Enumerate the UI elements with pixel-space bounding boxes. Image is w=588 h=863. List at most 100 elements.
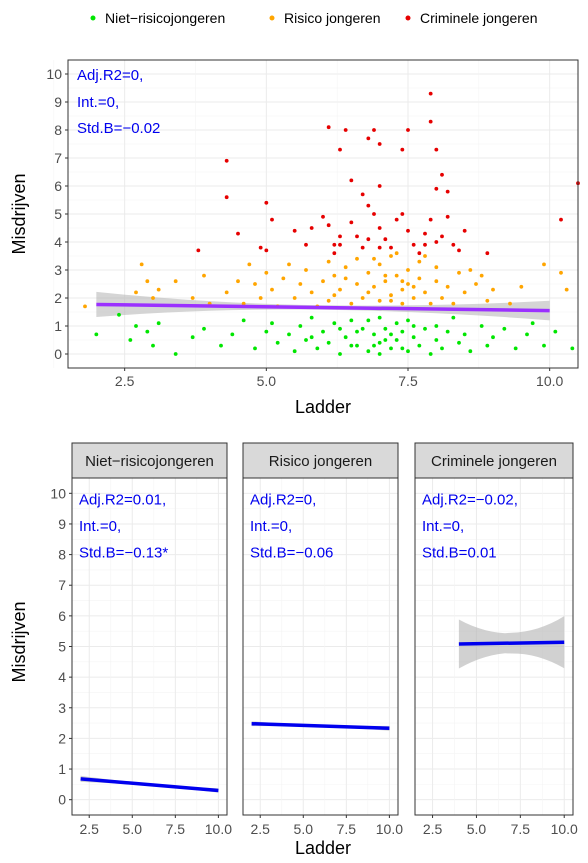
y-tick-label: 0 (54, 346, 62, 362)
data-point (457, 340, 461, 345)
data-point (292, 349, 297, 354)
data-point (468, 268, 473, 272)
facet-border (71, 477, 228, 816)
data-point (241, 318, 246, 323)
data-point (258, 296, 263, 300)
facet-annotation-line: Int.=0, (422, 518, 464, 535)
facet-annotation-line: Std.B=−0.06 (250, 544, 333, 561)
data-point (298, 282, 303, 286)
data-point (349, 220, 354, 225)
data-point (389, 245, 393, 250)
data-point (530, 321, 535, 326)
data-point (383, 237, 388, 242)
data-point (224, 158, 229, 163)
data-point (338, 352, 342, 356)
data-point (309, 226, 314, 230)
data-point (355, 343, 359, 348)
data-point (156, 321, 161, 326)
data-point (570, 346, 575, 351)
data-point (151, 343, 155, 348)
data-point (309, 290, 314, 295)
data-point (377, 262, 382, 267)
data-point (508, 301, 512, 306)
data-point (559, 270, 563, 275)
data-point (406, 228, 410, 233)
data-point (406, 128, 410, 132)
data-point (355, 256, 359, 261)
facet-annotation-line: Std.B=0.01 (422, 544, 497, 561)
data-point (326, 125, 331, 130)
data-point (400, 279, 405, 284)
data-point (502, 326, 507, 331)
data-point (332, 273, 337, 278)
facet-annotation-line: Adj.R2=0, (250, 491, 316, 508)
facet-annotation-line: Adj.R2=0.01, (79, 491, 166, 508)
facet-strip-label: Niet−risicojongeren (85, 453, 214, 470)
data-point (394, 273, 399, 278)
data-point (451, 301, 456, 306)
y-tick-label: 5 (54, 206, 62, 222)
data-point (264, 248, 269, 253)
x-tick-label: 5.0 (257, 373, 277, 389)
data-point (304, 268, 308, 272)
data-point (428, 119, 433, 124)
data-point (400, 301, 405, 306)
data-point (230, 332, 235, 337)
data-point (417, 276, 422, 281)
data-point (190, 335, 195, 340)
data-point (372, 343, 376, 348)
data-point (332, 321, 337, 326)
data-point (542, 343, 546, 348)
data-point (383, 338, 388, 342)
facet-strip (242, 442, 399, 479)
data-point (349, 178, 354, 183)
x-tick-label: 10.0 (205, 821, 232, 837)
data-point (360, 192, 365, 197)
data-point (366, 203, 371, 208)
data-point (281, 276, 286, 281)
x-tick-label: 10.0 (551, 821, 578, 837)
data-point (355, 329, 359, 334)
data-point (190, 296, 195, 300)
bottom-y-ticks: 0 1 2 3 4 5 6 7 8 9 10 (50, 485, 72, 808)
data-point (270, 321, 274, 326)
data-point (264, 270, 269, 275)
data-point (457, 248, 461, 253)
data-point (343, 276, 348, 281)
y-tick-label: 9 (58, 516, 66, 532)
top-gridlines (53, 60, 578, 368)
data-point (247, 262, 252, 267)
scatter-panel: 0 1 2 3 4 5 6 7 8 9 10 2.5 5.0 7.5 10.0 Adj.R2=0, Int… (9, 59, 580, 417)
data-point (83, 304, 87, 309)
y-tick-label: 3 (58, 700, 66, 716)
data-point (202, 326, 206, 331)
data-point (377, 226, 382, 230)
data-point (304, 338, 308, 342)
data-point (253, 282, 257, 286)
data-point (559, 217, 563, 222)
data-point (366, 270, 371, 275)
data-point (94, 332, 99, 337)
data-point (411, 296, 416, 300)
legend-label-risk: Risico jongeren (284, 10, 381, 26)
top-annotation-line-2: Int.=0, (77, 94, 119, 111)
data-point (383, 273, 388, 278)
data-point (309, 315, 314, 320)
data-point (428, 352, 433, 356)
data-point (275, 340, 280, 345)
data-point (366, 318, 371, 323)
facet-panel: Niet−risicojongeren Adj.R2=0.01, Int.=0, St… (71, 442, 232, 837)
y-tick-label: 2 (58, 730, 66, 746)
data-point (338, 287, 342, 292)
facet-annotation-line: Int.=0, (79, 518, 121, 535)
data-point (253, 346, 257, 351)
data-point (451, 315, 456, 320)
data-point (338, 326, 342, 331)
data-point (513, 346, 518, 351)
top-annotation: Adj.R2=0, Int.=0, Std.B=−0.02 (77, 67, 160, 137)
y-tick-label: 1 (54, 318, 62, 334)
data-point (434, 338, 439, 342)
data-point (434, 324, 439, 328)
data-point (423, 326, 427, 331)
data-point (173, 352, 178, 356)
